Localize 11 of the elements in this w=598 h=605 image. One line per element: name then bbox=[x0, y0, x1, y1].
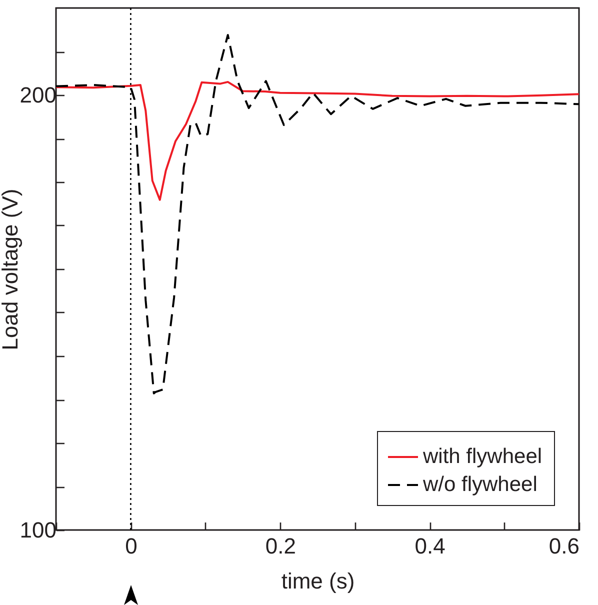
y-axis-title: Load voltage (V) bbox=[0, 188, 22, 350]
y-tick-label: 200 bbox=[20, 82, 56, 108]
y-tick-label: 100 bbox=[20, 518, 56, 542]
legend-label: with flywheel bbox=[422, 445, 542, 468]
x-tick-label: 0 bbox=[125, 534, 138, 558]
x-tick-label: 0.6 bbox=[548, 534, 580, 558]
x-tick-label: 0.2 bbox=[265, 534, 296, 558]
line-series bbox=[55, 80, 580, 201]
x-tick-label: 0.4 bbox=[414, 534, 446, 558]
legend-label: w/o flywheel bbox=[422, 473, 538, 496]
x-axis-title: time (s) bbox=[281, 568, 355, 594]
